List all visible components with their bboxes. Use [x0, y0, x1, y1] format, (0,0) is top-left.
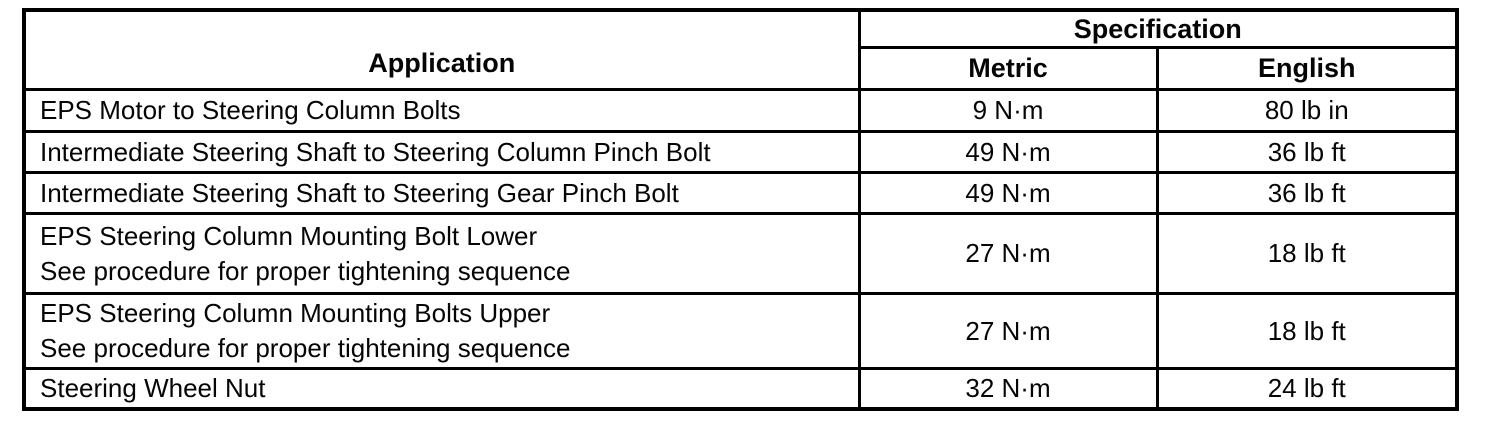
- torque-specification-table: Application Specification Metric English…: [22, 8, 1460, 411]
- metric-value-cell: 27 N·m: [857, 212, 1159, 295]
- application-title: EPS Steering Column Mounting Bolt Lower: [40, 220, 538, 251]
- application-cell: EPS Steering Column Mounting Bolt Lower …: [22, 212, 861, 295]
- application-cell: EPS Steering Column Mounting Bolts Upper…: [22, 292, 861, 370]
- table-row: EPS Motor to Steering Column Bolts 9 N·m…: [22, 88, 1459, 133]
- table-row: Intermediate Steering Shaft to Steering …: [22, 171, 1459, 215]
- metric-value-cell: 49 N·m: [857, 130, 1159, 174]
- metric-value-cell: 27 N·m: [857, 292, 1159, 370]
- english-value-cell: 36 lb ft: [1155, 171, 1459, 215]
- application-cell: Intermediate Steering Shaft to Steering …: [22, 130, 861, 174]
- application-column-header: Application: [22, 8, 861, 91]
- english-value-cell: 18 lb ft: [1155, 212, 1459, 295]
- metric-value-cell: 49 N·m: [857, 171, 1159, 215]
- english-value-cell: 80 lb in: [1155, 88, 1459, 133]
- header-row-units: Metric English: [24, 46, 1459, 91]
- table-row: EPS Steering Column Mounting Bolt Lower …: [22, 212, 1459, 295]
- application-cell: Intermediate Steering Shaft to Steering …: [22, 171, 861, 215]
- metric-column-header: Metric: [857, 46, 1159, 91]
- metric-value-cell: 9 N·m: [857, 88, 1159, 133]
- table-row: EPS Steering Column Mounting Bolts Upper…: [22, 292, 1459, 370]
- english-value-cell: 18 lb ft: [1155, 292, 1459, 370]
- specification-column-group-header: Specification: [857, 8, 1459, 49]
- metric-value-cell: 32 N·m: [857, 367, 1159, 411]
- header-row-specification: Application Specification: [22, 8, 1459, 91]
- english-value-cell: 24 lb ft: [1155, 367, 1459, 411]
- application-title: EPS Steering Column Mounting Bolts Upper: [40, 298, 551, 328]
- english-value-cell: 36 lb ft: [1155, 130, 1459, 174]
- table-row: Steering Wheel Nut 32 N·m 24 lb ft: [22, 367, 1459, 411]
- english-column-header: English: [1155, 46, 1459, 91]
- application-note: See procedure for proper tightening sequ…: [40, 333, 571, 363]
- application-cell: Steering Wheel Nut: [22, 367, 861, 411]
- table-row: Intermediate Steering Shaft to Steering …: [22, 130, 1459, 174]
- application-note: See procedure for proper tightening sequ…: [40, 255, 571, 286]
- application-cell: EPS Motor to Steering Column Bolts: [22, 88, 861, 133]
